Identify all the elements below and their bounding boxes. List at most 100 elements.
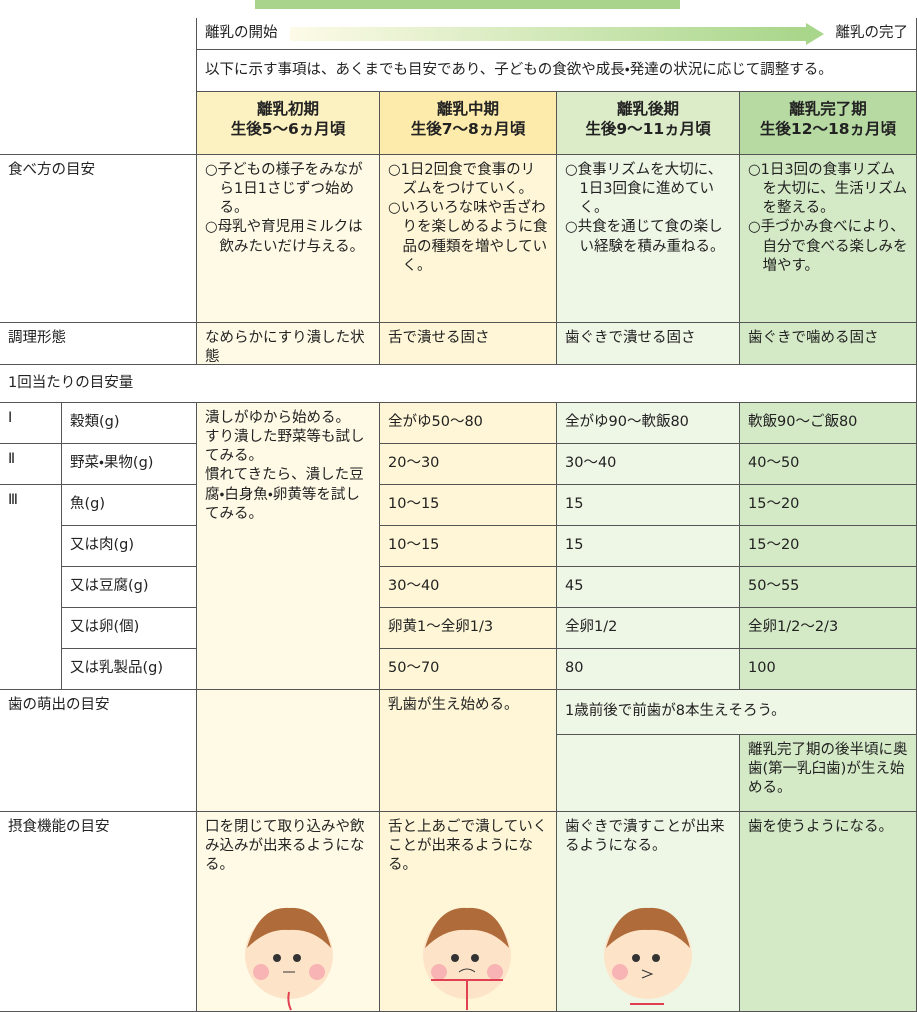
label: 調理形態 bbox=[8, 330, 66, 346]
value: 15 bbox=[565, 496, 584, 513]
progress-bar bbox=[289, 26, 806, 41]
label: 歯の萌出の目安 bbox=[8, 697, 110, 713]
progress-arrow bbox=[805, 22, 824, 45]
stage-age: 生後12〜18ヵ月頃 bbox=[759, 120, 897, 139]
value: 15〜20 bbox=[748, 537, 800, 554]
stage-age: 生後7〜8ヵ月頃 bbox=[410, 120, 526, 139]
text: 舌と上あごで潰していくことが出来るようになる。 bbox=[388, 819, 548, 874]
cooking-cell: 舌で潰せる固さ bbox=[380, 323, 557, 365]
amount-cell: 80 bbox=[557, 649, 740, 690]
value: 45 bbox=[565, 578, 584, 595]
food-name: 野菜・果物(g) bbox=[62, 444, 197, 485]
row-label: 摂食機能の目安 bbox=[0, 812, 197, 1012]
label: 摂食機能の目安 bbox=[8, 819, 110, 835]
amount-cell: 40〜50 bbox=[740, 444, 917, 485]
amount-cell: 30〜40 bbox=[380, 567, 557, 608]
amount-cell: 全がゆ50〜80 bbox=[380, 403, 557, 444]
row-label: 食べ方の目安 bbox=[0, 155, 197, 323]
note-row: 以下に示す事項は、あくまでも目安であり、子どもの食欲や成長・発達の状況に応じて調… bbox=[197, 50, 917, 92]
teeth-cell: 離乳完了期の後半頃に奥歯(第一乳臼歯)が生え始める。 bbox=[740, 735, 917, 812]
amount-cell: 15 bbox=[557, 485, 740, 526]
item: ○手づかみ食べにより、自分で食べる楽しみを増やす。 bbox=[748, 219, 908, 274]
text: 1歳前後で前歯が8本生えそろう。 bbox=[565, 703, 786, 720]
value: 軟飯90〜ご飯80 bbox=[748, 414, 858, 431]
progress-end: 離乳の完了 bbox=[835, 24, 909, 41]
stage-name: 離乳後期 bbox=[616, 100, 679, 118]
value: 80 bbox=[565, 660, 584, 677]
food-name: 又は乳製品(g) bbox=[62, 649, 197, 690]
value: 50〜70 bbox=[388, 660, 440, 677]
name: 穀類(g) bbox=[70, 414, 120, 431]
food-name: 魚(g) bbox=[62, 485, 197, 526]
face-early bbox=[245, 907, 333, 1011]
item: ○子どもの様子をみながら1日1さじずつ始める。 bbox=[205, 162, 363, 217]
value: 40〜50 bbox=[748, 455, 800, 472]
food-name: 又は肉(g) bbox=[62, 526, 197, 567]
amount-cell: 10〜15 bbox=[380, 485, 557, 526]
value: 20〜30 bbox=[388, 455, 440, 472]
eating-cell: ○1日2回食で食事のリズムをつけていく。 ○いろいろな味や舌ざわりを楽しめるように… bbox=[380, 155, 557, 323]
value: 全がゆ50〜80 bbox=[388, 414, 483, 431]
value: 15 bbox=[565, 537, 584, 554]
text: 離乳完了期の後半頃に奥歯(第一乳臼歯)が生え始める。 bbox=[748, 742, 908, 797]
amount-cell: 全卵1/2〜2/3 bbox=[740, 608, 917, 649]
amount-cell: 45 bbox=[557, 567, 740, 608]
food-name: 又は豆腐(g) bbox=[62, 567, 197, 608]
note: 以下に示す事項は、あくまでも目安であり、子どもの食欲や成長・発達の状況に応じて調… bbox=[205, 61, 833, 78]
eating-cell: ○食事リズムを大切に、1日3回食に進めていく。 ○共食を通じて食の楽しい経験を積み… bbox=[557, 155, 740, 323]
eating-cell: ○1日3回の食事リズムを大切に、生活リズムを整える。 ○手づかみ食べにより、自分で… bbox=[740, 155, 917, 323]
stage-header: 離乳後期 生後9〜11ヵ月頃 bbox=[557, 92, 740, 155]
progress-row: 離乳の開始 離乳の完了 bbox=[197, 18, 917, 50]
value: 全がゆ90〜軟飯80 bbox=[565, 414, 689, 431]
text: なめらかにすり潰した状態 bbox=[205, 330, 365, 365]
value: 30〜40 bbox=[388, 578, 440, 595]
stage-name: 離乳完了期 bbox=[789, 100, 867, 118]
blank bbox=[197, 690, 380, 812]
cooking-cell: 歯ぐきで噛める固さ bbox=[740, 323, 917, 365]
name: 魚(g) bbox=[70, 496, 106, 513]
amount-cell: 100 bbox=[740, 649, 917, 690]
amount-cell: 全卵1/2 bbox=[557, 608, 740, 649]
amount-cell: 50〜70 bbox=[380, 649, 557, 690]
stage-header: 離乳中期 生後7〜8ヵ月頃 bbox=[380, 92, 557, 155]
blank bbox=[557, 735, 740, 812]
food-name: 穀類(g) bbox=[62, 403, 197, 444]
amount-cell: 15〜20 bbox=[740, 485, 917, 526]
food-name: 又は卵(個) bbox=[62, 608, 197, 649]
item: ○食事リズムを大切に、1日3回食に進めていく。 bbox=[565, 162, 723, 217]
item: ○共食を通じて食の楽しい経験を積み重ねる。 bbox=[565, 219, 725, 255]
text: すり潰した野菜等も試してみる。 bbox=[205, 429, 365, 465]
name: 野菜・果物(g) bbox=[70, 455, 154, 472]
label: 食べ方の目安 bbox=[8, 162, 95, 178]
amount-title: 1回当たりの目安量 bbox=[0, 365, 917, 403]
value: 50〜55 bbox=[748, 578, 800, 595]
face-late bbox=[604, 907, 692, 1005]
row-label: 歯の萌出の目安 bbox=[0, 690, 197, 812]
teeth-cell: 乳歯が生え始める。 bbox=[380, 690, 557, 812]
text: 歯ぐきで噛める固さ bbox=[748, 330, 879, 346]
function-cell: 歯を使うようになる。 bbox=[740, 812, 917, 1012]
group-label: Ⅰ bbox=[8, 410, 13, 426]
text: 口を閉じて取り込みや飲み込みが出来るようになる。 bbox=[205, 819, 365, 874]
text: 歯ぐきで潰せる固さ bbox=[565, 330, 696, 346]
item: ○1日2回食で食事のリズムをつけていく。 bbox=[388, 162, 536, 198]
amount-early: 潰しがゆから始める。 すり潰した野菜等も試してみる。 慣れてきたら、潰した豆腐・白身… bbox=[197, 403, 380, 690]
amount-cell: 50〜55 bbox=[740, 567, 917, 608]
text: 歯ぐきで潰すことが出来るようになる。 bbox=[565, 819, 725, 855]
value: 15〜20 bbox=[748, 496, 800, 513]
text: 乳歯が生え始める。 bbox=[388, 697, 519, 713]
amount-cell: 20〜30 bbox=[380, 444, 557, 485]
item: ○1日3回の食事リズムを大切に、生活リズムを整える。 bbox=[748, 162, 908, 217]
stage-name: 離乳初期 bbox=[256, 100, 319, 118]
text: 慣れてきたら、潰した豆腐・白身魚・卵黄等を試してみる。 bbox=[205, 467, 364, 522]
stage-header: 離乳初期 生後5〜6ヵ月頃 bbox=[197, 92, 380, 155]
item: ○母乳や育児用ミルクは飲みたいだけ与える。 bbox=[205, 219, 365, 255]
title: 1回当たりの目安量 bbox=[8, 374, 134, 391]
value: 100 bbox=[748, 660, 776, 677]
item: ○いろいろな味や舌ざわりを楽しめるように食品の種類を増やしていく。 bbox=[388, 200, 548, 274]
name: 又は豆腐(g) bbox=[70, 578, 149, 595]
amount-cell: 10〜15 bbox=[380, 526, 557, 567]
amount-cell: 全がゆ90〜軟飯80 bbox=[557, 403, 740, 444]
amount-cell: 15〜20 bbox=[740, 526, 917, 567]
